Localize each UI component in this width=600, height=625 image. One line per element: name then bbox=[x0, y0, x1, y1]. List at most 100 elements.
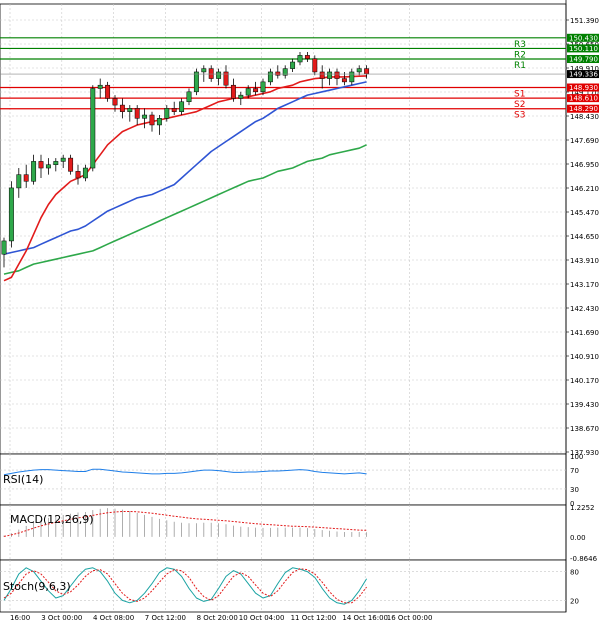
y-tick-label: 145.470 bbox=[570, 209, 599, 217]
pivot-badge-s3: 148.290 bbox=[569, 105, 598, 113]
candle-body-up bbox=[127, 108, 133, 112]
candle-body-down bbox=[230, 84, 236, 99]
candle-body-up bbox=[8, 187, 14, 242]
candle bbox=[327, 68, 333, 86]
candle bbox=[356, 65, 362, 76]
y-tick-label: 148.430 bbox=[570, 113, 599, 121]
candle bbox=[304, 52, 310, 62]
pivot-label-s3: S3 bbox=[514, 111, 525, 121]
candle bbox=[312, 55, 318, 76]
candle bbox=[297, 52, 303, 66]
pivot-label-r1: R1 bbox=[514, 61, 526, 71]
pivot-badge-bg bbox=[567, 104, 599, 113]
pivot-label-r3: R3 bbox=[514, 40, 526, 50]
pivot-badge-s1: 148.930 bbox=[569, 84, 598, 92]
x-tick-label: 11 Oct 12:00 bbox=[291, 614, 337, 622]
y-tick-label: 142.430 bbox=[570, 305, 599, 313]
candle bbox=[334, 68, 340, 86]
candle-body-down bbox=[341, 78, 347, 83]
candle bbox=[260, 78, 266, 96]
candle bbox=[60, 154, 66, 169]
candle-body-up bbox=[282, 68, 288, 76]
candle bbox=[8, 181, 14, 248]
x-tick-label: 7 Oct 12:00 bbox=[145, 614, 186, 622]
candle bbox=[171, 101, 177, 116]
candle-body-up bbox=[1, 240, 7, 255]
y-tick-label: 139.430 bbox=[570, 401, 599, 409]
y-tick-label: 146.950 bbox=[570, 161, 599, 169]
candle-body-down bbox=[171, 108, 177, 112]
pivot-label-r2: R2 bbox=[514, 50, 526, 60]
rsi-label: RSI(14) bbox=[3, 473, 43, 486]
pivot-badge-r3: 150.430 bbox=[569, 34, 598, 42]
pivot-badge-bg bbox=[567, 94, 599, 103]
candle-body-down bbox=[334, 71, 340, 79]
pivot-badge-bg bbox=[567, 83, 599, 92]
pivot-badge-bg bbox=[567, 44, 599, 53]
macd-label: MACD(12,26,9) bbox=[10, 513, 94, 526]
candle-body-up bbox=[297, 55, 303, 63]
candle-body-down bbox=[68, 157, 74, 172]
candle bbox=[253, 81, 259, 96]
y-tick-label: 143.170 bbox=[570, 281, 599, 289]
candle bbox=[319, 65, 325, 89]
y-tick-label: 143.910 bbox=[570, 257, 599, 265]
y-tick-label: 138.670 bbox=[570, 425, 599, 433]
rsi-y-tick: 100 bbox=[570, 453, 583, 461]
candle-body-up bbox=[193, 71, 199, 93]
candle bbox=[23, 164, 29, 188]
y-tick-label: 141.690 bbox=[570, 329, 599, 337]
candle bbox=[193, 68, 199, 96]
candle bbox=[31, 154, 37, 185]
pivot-badge-bg bbox=[567, 33, 599, 42]
x-tick-label: 3 Oct 00:00 bbox=[41, 614, 82, 622]
y-tick-label: 151.390 bbox=[570, 17, 599, 25]
candle bbox=[90, 85, 96, 172]
stoch-y-tick: 20 bbox=[570, 597, 579, 605]
panel-frame-stoch bbox=[0, 559, 567, 613]
candle-body-down bbox=[119, 104, 125, 112]
candle-body-up bbox=[260, 81, 266, 93]
candle-body-up bbox=[356, 68, 362, 73]
candle-body-down bbox=[112, 98, 118, 106]
candle bbox=[223, 65, 229, 89]
candle bbox=[68, 154, 74, 175]
candle-body-up bbox=[156, 118, 162, 126]
candle-body-up bbox=[267, 71, 273, 83]
candle-body-up bbox=[31, 161, 37, 182]
candle-body-up bbox=[45, 164, 51, 169]
candle-body-down bbox=[364, 68, 370, 75]
candle bbox=[134, 105, 140, 125]
pivot-badge-s2: 148.610 bbox=[569, 95, 598, 103]
macd-y-tick: 0.00 bbox=[570, 534, 586, 542]
candle bbox=[349, 68, 355, 86]
candle-body-up bbox=[82, 167, 88, 179]
x-tick-label: 4 Oct 08:00 bbox=[93, 614, 134, 622]
candle-body-down bbox=[38, 161, 44, 169]
pivot-label-s2: S2 bbox=[514, 100, 525, 110]
pivot-badge-r1: 149.790 bbox=[569, 56, 598, 64]
candle bbox=[45, 158, 51, 175]
candle-body-down bbox=[134, 108, 140, 119]
candle-body-up bbox=[186, 91, 192, 103]
candle bbox=[179, 98, 185, 116]
candle bbox=[230, 78, 236, 102]
pivot-badge-r2: 150.110 bbox=[569, 45, 598, 53]
candle-body-up bbox=[245, 88, 251, 96]
y-tick-label: 137.930 bbox=[570, 449, 599, 457]
candle-body-up bbox=[97, 84, 103, 89]
candle-body-down bbox=[149, 114, 155, 126]
ma-mid-line bbox=[3, 81, 367, 255]
candle bbox=[164, 105, 170, 122]
macd-y-tick: 1.2252 bbox=[570, 504, 595, 512]
candle bbox=[75, 164, 81, 185]
candle-body-up bbox=[349, 71, 355, 83]
candle-body-down bbox=[23, 174, 29, 182]
candle bbox=[156, 115, 162, 135]
candle bbox=[38, 154, 44, 178]
candle-body-up bbox=[164, 108, 170, 119]
y-tick-label: 149.170 bbox=[570, 89, 599, 97]
macd-signal-line bbox=[3, 511, 367, 537]
candle-body-down bbox=[319, 71, 325, 79]
